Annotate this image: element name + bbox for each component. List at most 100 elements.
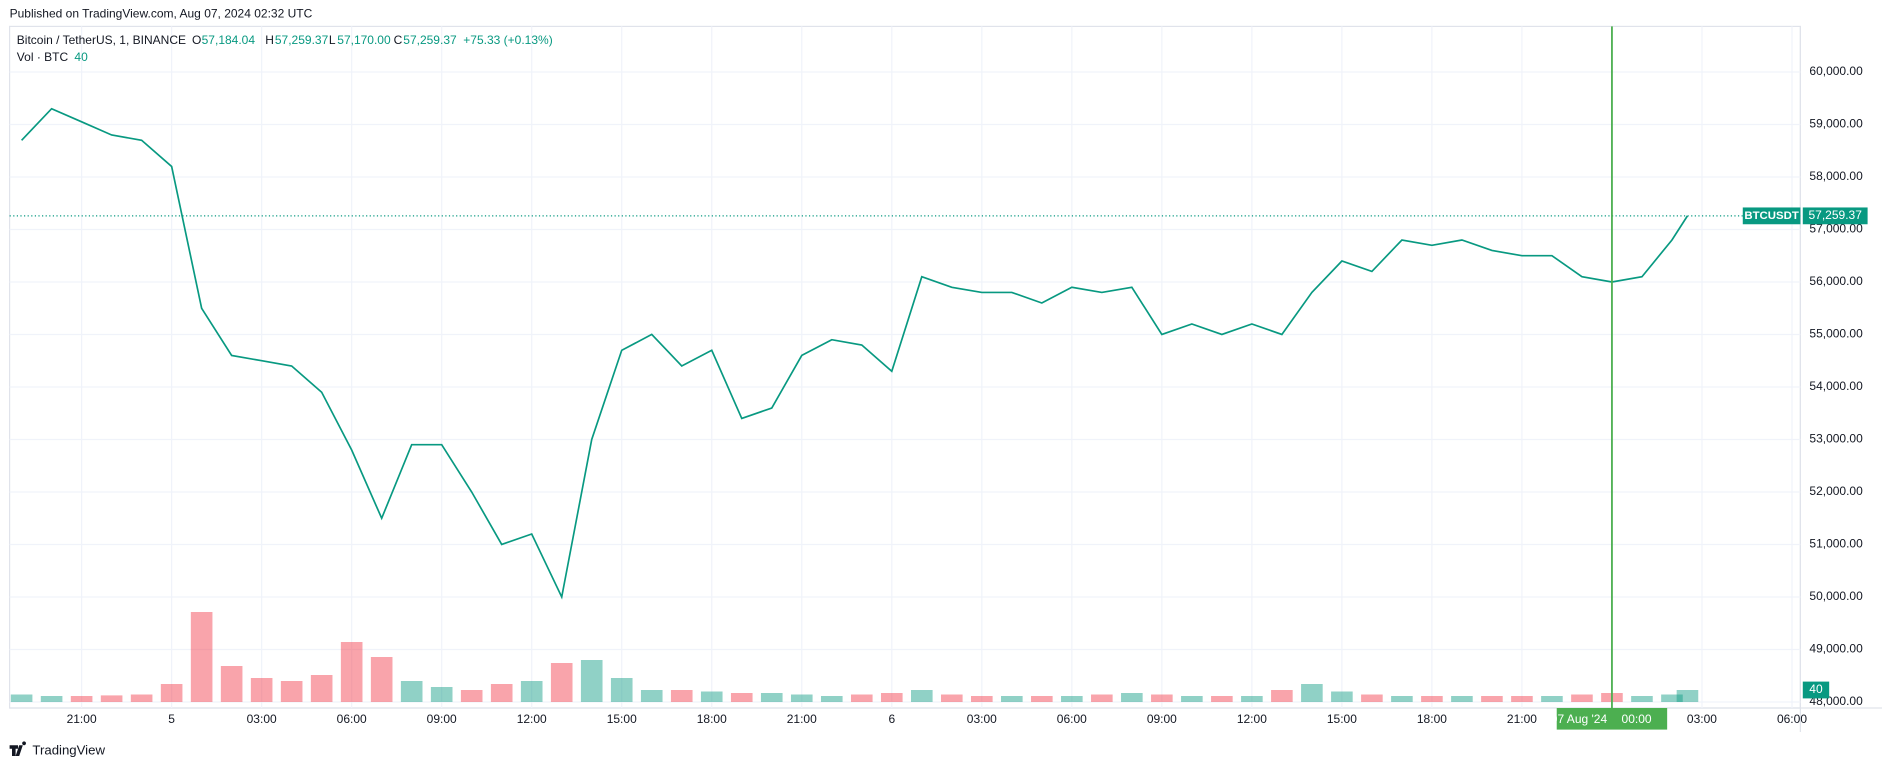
x-tick-label: 09:00	[427, 712, 457, 726]
volume-bar	[640, 690, 663, 702]
y-tick-label: 50,000.00	[1809, 589, 1863, 603]
x-tick-label: 03:00	[1687, 712, 1717, 726]
volume-bar	[1301, 684, 1323, 702]
x-tick-label: 21:00	[67, 712, 97, 726]
volume-bar	[1271, 690, 1293, 702]
y-tick-label: 55,000.00	[1809, 327, 1863, 341]
volume-bar	[1631, 696, 1653, 702]
y-tick-label: 51,000.00	[1809, 537, 1863, 551]
y-tick-label: 56,000.00	[1809, 274, 1863, 288]
crosshair-tag	[1556, 708, 1668, 730]
price-tag-text: 57,259.37	[1808, 208, 1862, 222]
volume-bar	[1091, 694, 1113, 702]
volume-bar	[790, 694, 813, 702]
volume-bar	[160, 684, 183, 702]
volume-bar	[1481, 696, 1503, 702]
volume-bar	[1451, 696, 1473, 702]
x-tick-label: 12:00	[517, 712, 547, 726]
brand-name: TradingView	[32, 743, 105, 758]
x-tick-label: 18:00	[697, 712, 727, 726]
x-tick-label: 12:00	[1237, 712, 1267, 726]
crosshair-date: 07 Aug '24	[1551, 712, 1608, 726]
volume-bar	[850, 694, 873, 702]
brand: TradingView	[9, 741, 105, 758]
price-line	[20, 107, 1689, 600]
volume-bar	[820, 696, 843, 702]
volume-bar	[1151, 694, 1173, 702]
y-tick-label: 53,000.00	[1809, 432, 1863, 446]
x-tick-label: 6	[888, 712, 895, 726]
legend-low: 57,170.00	[337, 33, 391, 47]
volume-bar	[250, 678, 273, 702]
volume-bar	[310, 675, 333, 702]
y-tick-label: 49,000.00	[1809, 642, 1863, 656]
volume-bar	[1391, 696, 1413, 702]
volume-bar	[1421, 696, 1443, 702]
legend-close: 57,259.37	[403, 33, 457, 47]
volume-bar	[1241, 696, 1263, 702]
volume-bar	[100, 695, 123, 702]
volume-tag	[1802, 681, 1830, 699]
symbol-tag	[1742, 207, 1801, 225]
legend-open: 57,184.04	[202, 33, 256, 47]
y-tick-label: 60,000.00	[1809, 64, 1863, 78]
x-tick-label: 06:00	[1777, 712, 1807, 726]
volume-bar	[1061, 696, 1083, 702]
volume-bar	[1676, 690, 1699, 702]
price-tag	[1802, 207, 1868, 225]
x-tick-label: 03:00	[247, 712, 277, 726]
volume-legend-value: 40	[74, 50, 88, 64]
y-tick-label: 52,000.00	[1809, 484, 1863, 498]
y-tick-label: 57,000.00	[1809, 222, 1863, 236]
volume-bar	[430, 687, 453, 702]
x-tick-label: 09:00	[1147, 712, 1177, 726]
legend-key: H	[265, 33, 274, 47]
volume-bar	[1331, 691, 1353, 702]
volume-bar	[910, 690, 933, 702]
x-tick-label: 03:00	[967, 712, 997, 726]
volume-bar	[1661, 694, 1683, 702]
volume-bar	[610, 678, 633, 702]
volume-bar	[1361, 694, 1383, 702]
volume-bar	[700, 691, 723, 702]
volume-bar	[941, 694, 963, 702]
volume-bar	[580, 660, 603, 702]
x-tick-label: 21:00	[787, 712, 817, 726]
volume-tag-text: 40	[1809, 682, 1823, 696]
x-tick-label: 18:00	[1417, 712, 1447, 726]
volume-bar	[40, 696, 63, 702]
symbol-tag-text: BTCUSDT	[1744, 210, 1798, 222]
legend-key: O	[192, 33, 201, 47]
symbol-title: Bitcoin / TetherUS, 1, BINANCE	[17, 33, 186, 47]
volume-bar	[490, 684, 513, 702]
volume-bar	[760, 693, 783, 702]
x-tick-label: 15:00	[607, 712, 637, 726]
volume-bar	[670, 690, 693, 702]
brand-logo	[9, 741, 26, 756]
volume-bar	[730, 693, 753, 702]
volume-bar	[70, 696, 93, 702]
volume-bar	[1181, 696, 1203, 702]
legend-key: L	[329, 33, 336, 47]
volume-legend: Vol · BTC	[17, 50, 69, 64]
volume-bar	[1211, 696, 1233, 702]
y-tick-label: 59,000.00	[1809, 117, 1863, 131]
volume-bar	[400, 681, 423, 702]
x-tick-label: 5	[168, 712, 175, 726]
x-tick-label: 06:00	[337, 712, 367, 726]
volume-bar	[1541, 696, 1563, 702]
legend-high: 57,259.37	[275, 33, 329, 47]
legend-key: C	[394, 33, 403, 47]
volume-bar	[550, 663, 573, 702]
y-tick-label: 58,000.00	[1809, 169, 1863, 183]
volume-bar	[1121, 693, 1143, 702]
x-tick-label: 21:00	[1507, 712, 1537, 726]
volume-bar	[1001, 696, 1023, 702]
x-tick-label: 06:00	[1057, 712, 1087, 726]
volume-bar	[130, 694, 153, 702]
volume-bar	[520, 681, 543, 702]
volume-bar	[10, 694, 33, 702]
volume-bar	[971, 696, 993, 702]
volume-bar	[190, 612, 213, 702]
